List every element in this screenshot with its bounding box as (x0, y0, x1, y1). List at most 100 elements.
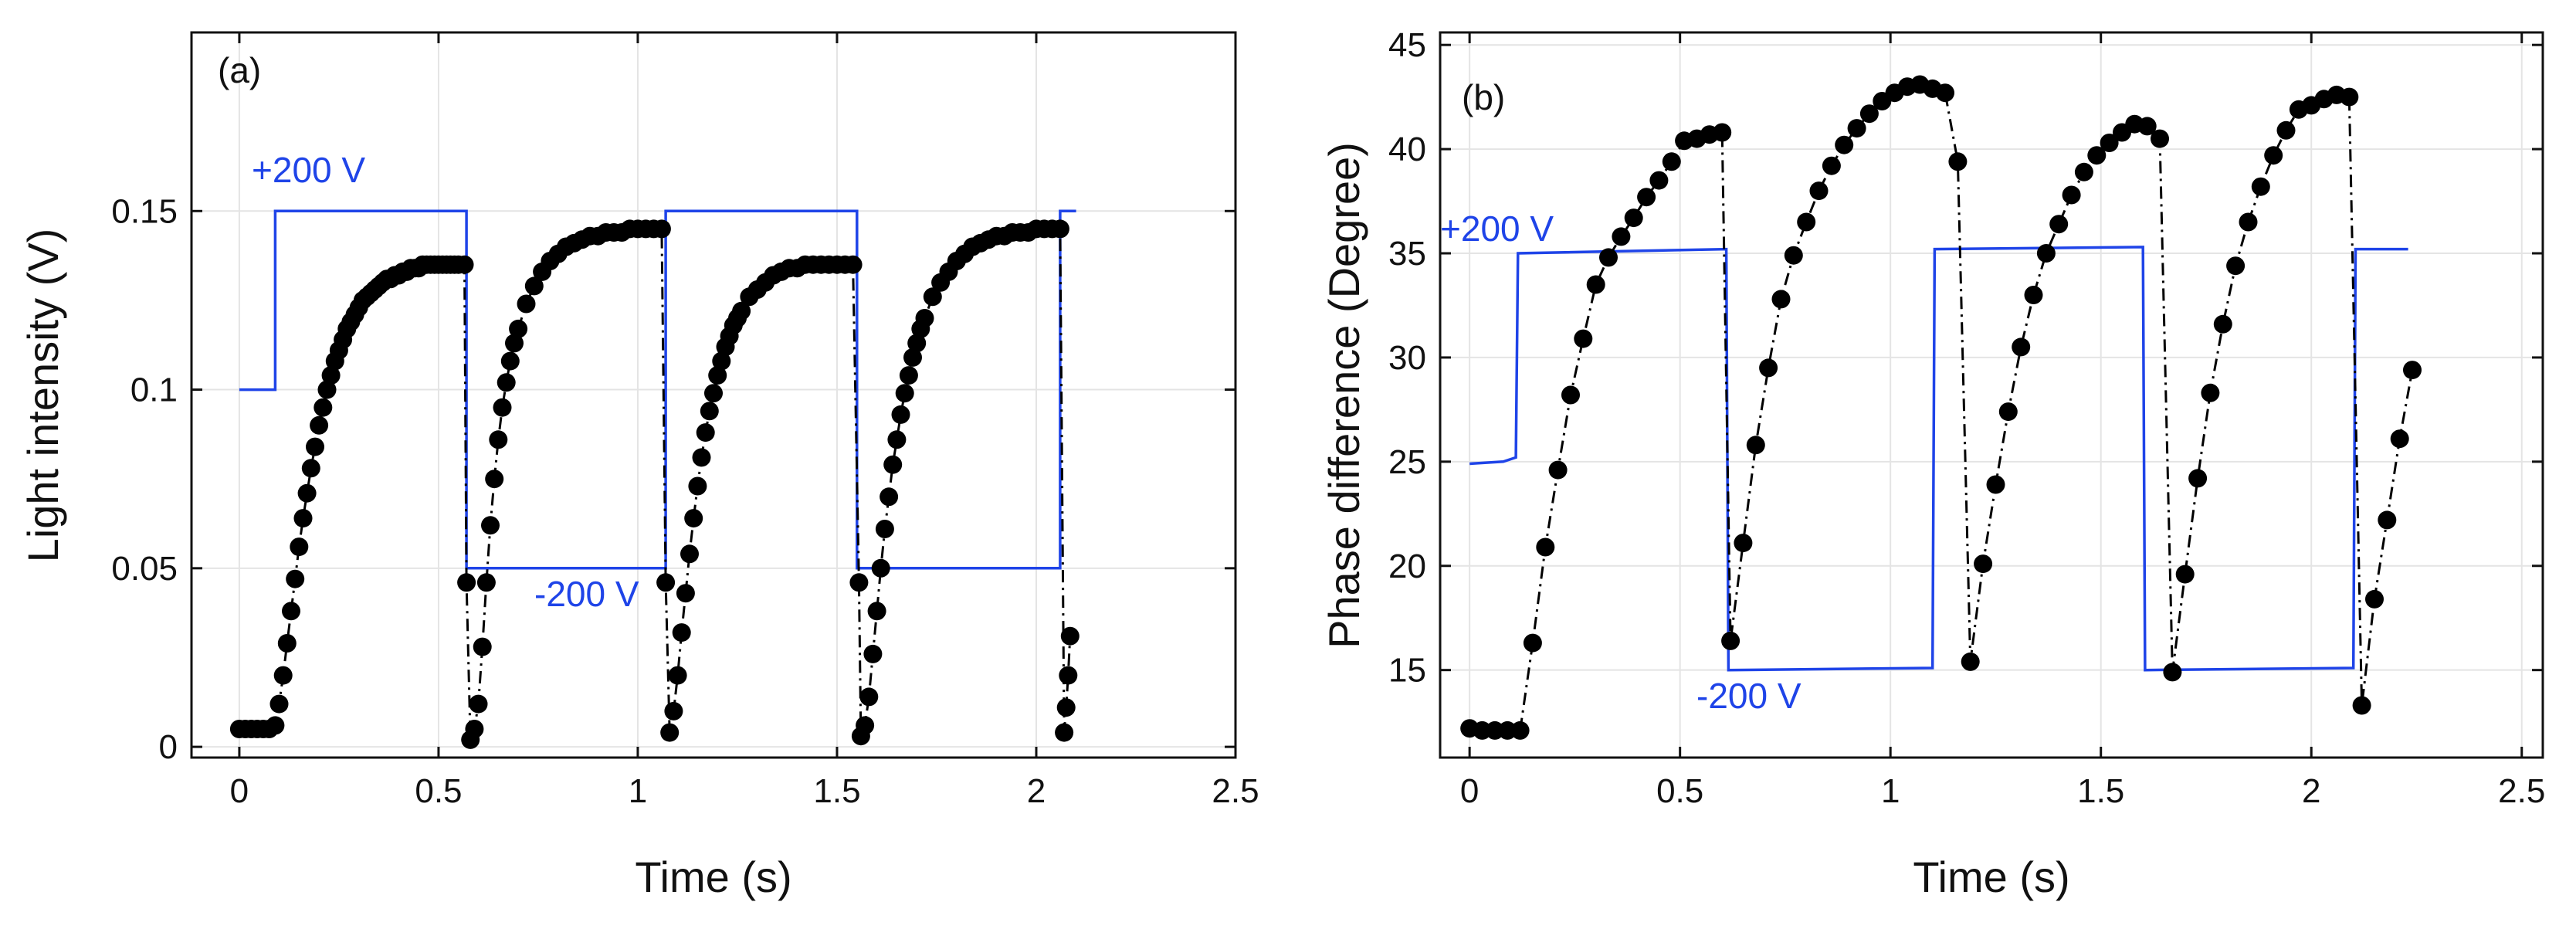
panel-a-label: (a) (218, 50, 261, 90)
panel-a-data-point (887, 430, 907, 449)
panel-b-data-point (1574, 329, 1593, 348)
panel-a-voltage-series (239, 209, 1076, 570)
panel-a-plus-voltage-label: +200 V (252, 150, 365, 190)
panel-b-x-tick-label: 0.5 (1656, 772, 1703, 810)
panel-a-ticks: 0 0.5 1 1.5 2 2.5 0 0.05 0.1 0.15 (111, 32, 1259, 810)
panel-a-data-point (843, 255, 863, 274)
panel-b-data-point (1498, 720, 1517, 740)
panel-a-chart: 0 0.5 1 1.5 2 2.5 0 0.05 0.1 0.15 (a) +200 V -200… (19, 31, 1259, 901)
panel-a-data-point (321, 366, 341, 385)
panel-b-x-tick-label: 2.5 (2498, 772, 2545, 810)
panel-b-phase-series (1460, 75, 2422, 740)
panel-a-data-point (497, 373, 516, 392)
panel-a-data-point (871, 558, 890, 578)
panel-b-data-point (2365, 589, 2384, 609)
panel-b-data-point (1784, 246, 1803, 265)
panel-a-data-point (899, 366, 918, 385)
panel-b-data-point (1948, 152, 1968, 171)
panel-a-x-axis-title: Time (s) (635, 853, 791, 901)
panel-b-minus-voltage-label: -200 V (1696, 676, 1802, 716)
panel-a-x-tick-label: 0 (230, 772, 249, 810)
panel-b-data-point (1797, 212, 1816, 232)
panel-b-data-point (1713, 123, 1732, 142)
panel-a-data-point (524, 276, 544, 296)
panel-b-data-point (1586, 275, 1605, 294)
panel-b-data-point (1847, 119, 1866, 138)
panel-b-data-point (1822, 156, 1841, 175)
panel-a-data-point (1050, 219, 1069, 239)
panel-a-data-point (680, 544, 699, 564)
panel-a-data-point (485, 470, 504, 489)
panel-b-data-point (1859, 104, 1879, 124)
panel-a-data-point (500, 351, 520, 371)
panel-b-data-point (1809, 181, 1829, 201)
panel-b-data-point (2213, 314, 2232, 334)
panel-a-data-point (310, 415, 329, 435)
panel-b-data-point (2226, 256, 2246, 276)
panel-b-data-point (1510, 720, 1530, 740)
panel-b-data-point (2352, 696, 2371, 715)
panel-b-y-tick-label: 30 (1388, 339, 1426, 377)
panel-b-data-point (2151, 129, 2169, 148)
panel-a-data-point (676, 584, 695, 603)
panel-b-data-point (1835, 135, 1854, 154)
panel-b-data-point (2024, 286, 2043, 304)
panel-b-data-line (1469, 83, 2414, 732)
panel-b-data-point (1746, 436, 1765, 455)
panel-a-data-point (314, 398, 333, 417)
panel-b-data-point (1649, 171, 1669, 190)
panel-a-data-point (476, 573, 496, 592)
panel-b-data-point (1936, 83, 1954, 103)
panel-a-data-point (732, 301, 751, 320)
panel-b-data-point (1561, 385, 1580, 405)
panel-a-y-axis-title: Light intensity (V) (19, 229, 67, 563)
panel-a-y-tick-label: 0.1 (130, 371, 178, 409)
panel-b-data-point (2239, 212, 2258, 232)
panel-a-data-point (867, 602, 886, 621)
panel-a-data-point (473, 637, 492, 656)
panel-b-x-tick-label: 2 (2302, 772, 2320, 810)
panel-b-data-point (1759, 358, 1778, 378)
panel-a-intensity-series (229, 219, 1080, 749)
panel-b-y-tick-label: 15 (1388, 652, 1426, 690)
panel-a-y-tick-label: 0 (159, 728, 178, 766)
panel-b-data-point (1998, 402, 2018, 422)
panel-a-data-point (652, 219, 671, 239)
panel-a-data-point (1060, 626, 1080, 646)
panel-a-data-point (481, 516, 500, 535)
panel-a-data-point (282, 602, 300, 621)
panel-b-data-point (2137, 117, 2157, 136)
panel-a-x-tick-label: 1 (629, 772, 647, 810)
panel-a-x-tick-label: 1.5 (813, 772, 860, 810)
panel-a-data-point (469, 694, 488, 714)
panel-b-data-point (2188, 469, 2208, 488)
panel-b-data-point (2062, 185, 2081, 205)
panel-b-data-point (2201, 383, 2220, 402)
panel-b-ticks: 0 0.5 1 1.5 2 2.5 15 20 25 30 35 40 45 (1388, 26, 2545, 810)
panel-a-data-point (465, 720, 484, 738)
panel-a-x-tick-label: 2 (1027, 772, 1046, 810)
panel-a-data-point (708, 366, 727, 385)
panel-b-y-tick-label: 35 (1388, 235, 1426, 273)
panel-b-data-point (2378, 510, 2397, 530)
panel-b-data-point (1734, 534, 1753, 553)
panel-a-minus-voltage-label: -200 V (534, 574, 639, 614)
panel-b-voltage-line (1469, 246, 2408, 672)
panel-b-data-point (1637, 188, 1656, 207)
panel-a-data-point (317, 380, 337, 399)
panel-a-data-point (849, 573, 869, 592)
panel-b-data-point (2087, 146, 2107, 165)
panel-b-data-point (1536, 537, 1555, 557)
panel-a-data-point (286, 569, 305, 588)
panel-b-data-point (2276, 120, 2296, 140)
panel-b-plus-voltage-label: +200 V (1440, 209, 1554, 249)
panel-a-y-tick-label: 0.15 (111, 192, 178, 230)
panel-a-x-tick-label: 2.5 (1212, 772, 1259, 810)
panel-b-data-point (1624, 209, 1643, 228)
panel-a-data-point (293, 509, 313, 528)
panel-a-y-tick-label: 0.05 (111, 550, 178, 588)
panel-b-y-tick-label: 20 (1388, 548, 1426, 585)
panel-a-data-point (660, 723, 680, 742)
panel-a-data-point (891, 405, 910, 424)
panel-b-data-point (2390, 429, 2409, 449)
